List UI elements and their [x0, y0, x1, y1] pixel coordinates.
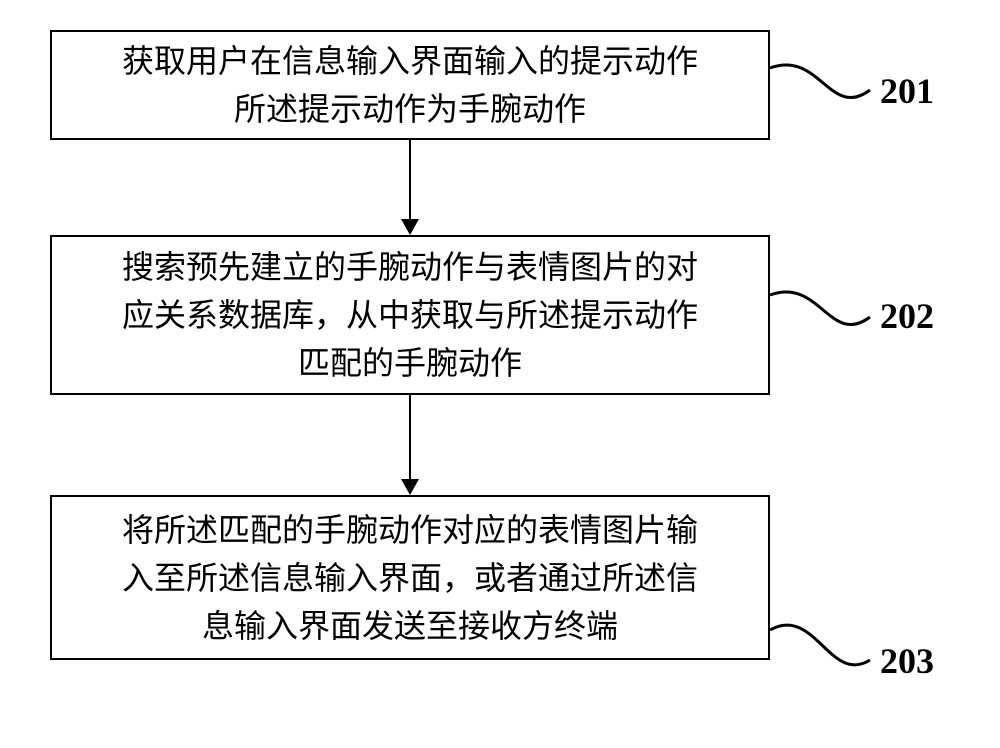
step-line: 匹配的手腕动作 — [122, 339, 698, 387]
step-line: 息输入界面发送至接收方终端 — [122, 602, 698, 650]
step-line: 获取用户在信息输入界面输入的提示动作 — [122, 37, 698, 85]
arrow-2-3-head — [401, 479, 419, 495]
step-label-202: 202 — [880, 295, 934, 337]
step-text: 获取用户在信息输入界面输入的提示动作 所述提示动作为手腕动作 — [122, 37, 698, 133]
arrow-1-2-line — [409, 140, 411, 219]
connector-201 — [770, 45, 875, 125]
step-line: 入至所述信息输入界面，或者通过所述信 — [122, 554, 698, 602]
connector-203 — [770, 605, 875, 690]
connector-202 — [770, 272, 875, 352]
step-line: 搜索预先建立的手腕动作与表情图片的对 — [122, 243, 698, 291]
step-line: 所述提示动作为手腕动作 — [122, 85, 698, 133]
step-box-202: 搜索预先建立的手腕动作与表情图片的对 应关系数据库，从中获取与所述提示动作 匹配… — [50, 235, 770, 395]
flowchart-canvas: 获取用户在信息输入界面输入的提示动作 所述提示动作为手腕动作 201 搜索预先建… — [0, 0, 1000, 748]
step-line: 将所述匹配的手腕动作对应的表情图片输 — [122, 506, 698, 554]
step-label-201: 201 — [880, 70, 934, 112]
step-text: 将所述匹配的手腕动作对应的表情图片输 入至所述信息输入界面，或者通过所述信 息输… — [122, 506, 698, 650]
step-line: 应关系数据库，从中获取与所述提示动作 — [122, 291, 698, 339]
step-label-203: 203 — [880, 640, 934, 682]
step-text: 搜索预先建立的手腕动作与表情图片的对 应关系数据库，从中获取与所述提示动作 匹配… — [122, 243, 698, 387]
arrow-2-3-line — [409, 395, 411, 479]
step-box-203: 将所述匹配的手腕动作对应的表情图片输 入至所述信息输入界面，或者通过所述信 息输… — [50, 495, 770, 660]
step-box-201: 获取用户在信息输入界面输入的提示动作 所述提示动作为手腕动作 — [50, 30, 770, 140]
arrow-1-2-head — [401, 219, 419, 235]
